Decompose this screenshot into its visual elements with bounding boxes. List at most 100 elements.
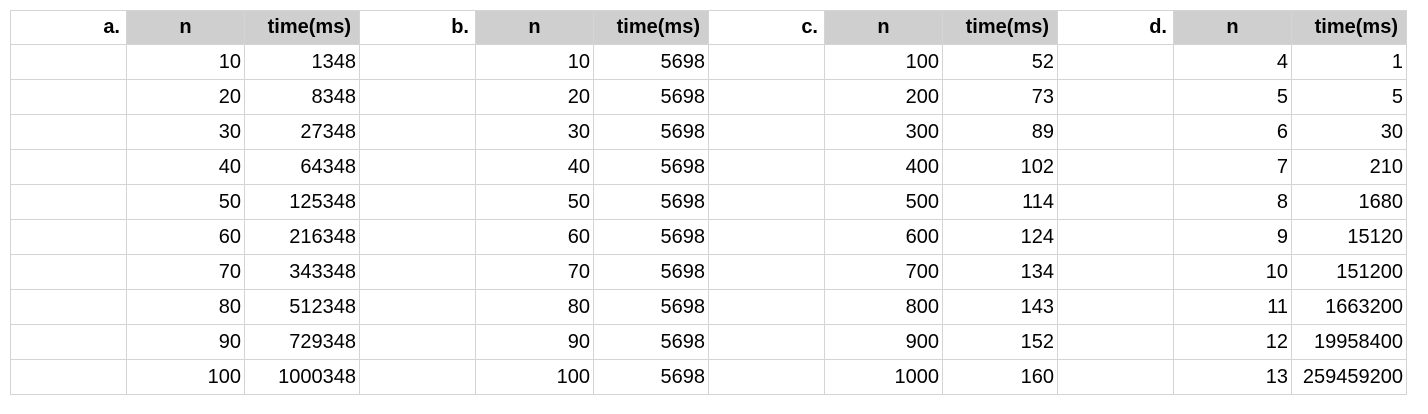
- empty-cell[interactable]: [1057, 79, 1174, 115]
- empty-cell[interactable]: [10, 184, 127, 220]
- cell-time[interactable]: 27348: [244, 114, 360, 150]
- empty-cell[interactable]: [359, 289, 476, 325]
- empty-cell[interactable]: [1057, 149, 1174, 185]
- empty-cell[interactable]: [359, 79, 476, 115]
- cell-n[interactable]: 700: [824, 254, 943, 290]
- cell-n[interactable]: 50: [126, 184, 245, 220]
- cell-n[interactable]: 90: [126, 324, 245, 360]
- panel-label[interactable]: c.: [708, 10, 825, 45]
- cell-time[interactable]: 1680: [1291, 184, 1407, 220]
- cell-time[interactable]: 160: [942, 359, 1058, 395]
- panel-label[interactable]: b.: [359, 10, 476, 45]
- empty-cell[interactable]: [1057, 184, 1174, 220]
- empty-cell[interactable]: [1057, 359, 1174, 395]
- cell-n[interactable]: 50: [475, 184, 594, 220]
- cell-n[interactable]: 70: [475, 254, 594, 290]
- cell-time[interactable]: 125348: [244, 184, 360, 220]
- cell-time[interactable]: 102: [942, 149, 1058, 185]
- cell-n[interactable]: 1000: [824, 359, 943, 395]
- cell-time[interactable]: 5698: [593, 289, 709, 325]
- cell-time[interactable]: 216348: [244, 219, 360, 255]
- column-header-time[interactable]: time(ms): [1291, 10, 1407, 45]
- cell-n[interactable]: 30: [475, 114, 594, 150]
- cell-time[interactable]: 5698: [593, 184, 709, 220]
- cell-n[interactable]: 7: [1173, 149, 1292, 185]
- empty-cell[interactable]: [708, 44, 825, 80]
- empty-cell[interactable]: [708, 359, 825, 395]
- cell-time[interactable]: 19958400: [1291, 324, 1407, 360]
- empty-cell[interactable]: [1057, 324, 1174, 360]
- cell-n[interactable]: 10: [126, 44, 245, 80]
- empty-cell[interactable]: [10, 254, 127, 290]
- cell-n[interactable]: 13: [1173, 359, 1292, 395]
- cell-time[interactable]: 343348: [244, 254, 360, 290]
- cell-time[interactable]: 15120: [1291, 219, 1407, 255]
- cell-n[interactable]: 20: [475, 79, 594, 115]
- empty-cell[interactable]: [10, 219, 127, 255]
- cell-time[interactable]: 73: [942, 79, 1058, 115]
- column-header-n[interactable]: n: [475, 10, 594, 45]
- empty-cell[interactable]: [10, 324, 127, 360]
- cell-n[interactable]: 4: [1173, 44, 1292, 80]
- cell-n[interactable]: 80: [126, 289, 245, 325]
- empty-cell[interactable]: [10, 289, 127, 325]
- empty-cell[interactable]: [708, 289, 825, 325]
- cell-time[interactable]: 5698: [593, 324, 709, 360]
- cell-time[interactable]: 1: [1291, 44, 1407, 80]
- cell-time[interactable]: 5698: [593, 359, 709, 395]
- empty-cell[interactable]: [1057, 114, 1174, 150]
- empty-cell[interactable]: [10, 149, 127, 185]
- empty-cell[interactable]: [359, 44, 476, 80]
- cell-n[interactable]: 70: [126, 254, 245, 290]
- cell-n[interactable]: 100: [475, 359, 594, 395]
- empty-cell[interactable]: [10, 44, 127, 80]
- cell-time[interactable]: 151200: [1291, 254, 1407, 290]
- cell-n[interactable]: 20: [126, 79, 245, 115]
- cell-n[interactable]: 6: [1173, 114, 1292, 150]
- cell-n[interactable]: 80: [475, 289, 594, 325]
- column-header-time[interactable]: time(ms): [942, 10, 1058, 45]
- cell-time[interactable]: 114: [942, 184, 1058, 220]
- cell-time[interactable]: 1348: [244, 44, 360, 80]
- empty-cell[interactable]: [1057, 219, 1174, 255]
- cell-time[interactable]: 52: [942, 44, 1058, 80]
- cell-n[interactable]: 30: [126, 114, 245, 150]
- cell-n[interactable]: 60: [475, 219, 594, 255]
- cell-n[interactable]: 9: [1173, 219, 1292, 255]
- cell-time[interactable]: 143: [942, 289, 1058, 325]
- cell-n[interactable]: 40: [475, 149, 594, 185]
- cell-n[interactable]: 10: [1173, 254, 1292, 290]
- cell-n[interactable]: 60: [126, 219, 245, 255]
- column-header-n[interactable]: n: [824, 10, 943, 45]
- cell-time[interactable]: 124: [942, 219, 1058, 255]
- empty-cell[interactable]: [359, 219, 476, 255]
- empty-cell[interactable]: [359, 324, 476, 360]
- cell-n[interactable]: 400: [824, 149, 943, 185]
- cell-time[interactable]: 152: [942, 324, 1058, 360]
- cell-n[interactable]: 800: [824, 289, 943, 325]
- empty-cell[interactable]: [359, 149, 476, 185]
- empty-cell[interactable]: [708, 79, 825, 115]
- empty-cell[interactable]: [359, 254, 476, 290]
- cell-time[interactable]: 512348: [244, 289, 360, 325]
- column-header-n[interactable]: n: [126, 10, 245, 45]
- empty-cell[interactable]: [10, 114, 127, 150]
- cell-time[interactable]: 5698: [593, 254, 709, 290]
- cell-time[interactable]: 30: [1291, 114, 1407, 150]
- empty-cell[interactable]: [359, 114, 476, 150]
- cell-n[interactable]: 200: [824, 79, 943, 115]
- empty-cell[interactable]: [359, 184, 476, 220]
- cell-time[interactable]: 259459200: [1291, 359, 1407, 395]
- cell-n[interactable]: 100: [824, 44, 943, 80]
- empty-cell[interactable]: [708, 324, 825, 360]
- cell-time[interactable]: 8348: [244, 79, 360, 115]
- column-header-n[interactable]: n: [1173, 10, 1292, 45]
- empty-cell[interactable]: [1057, 254, 1174, 290]
- cell-n[interactable]: 40: [126, 149, 245, 185]
- empty-cell[interactable]: [359, 359, 476, 395]
- cell-time[interactable]: 1000348: [244, 359, 360, 395]
- cell-time[interactable]: 1663200: [1291, 289, 1407, 325]
- cell-n[interactable]: 100: [126, 359, 245, 395]
- empty-cell[interactable]: [708, 254, 825, 290]
- cell-n[interactable]: 500: [824, 184, 943, 220]
